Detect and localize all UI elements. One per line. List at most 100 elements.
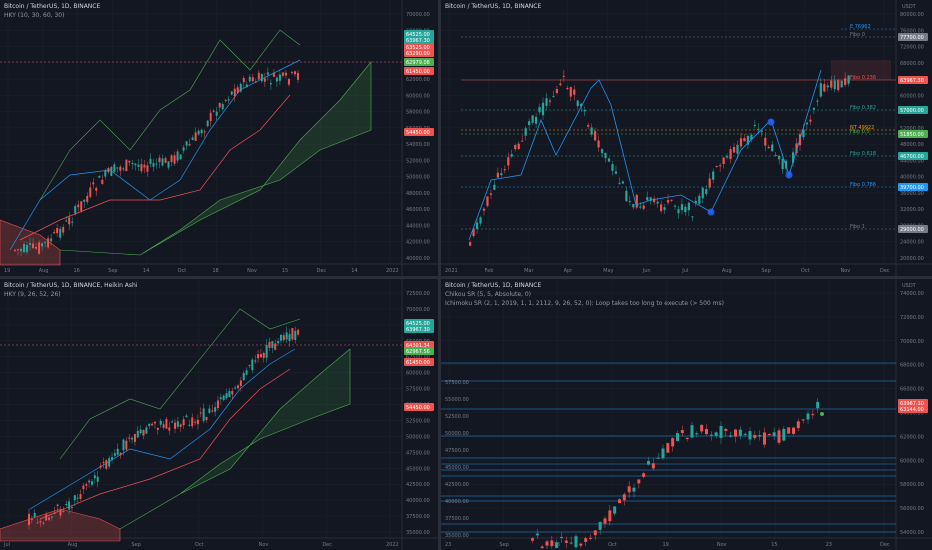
x-axis-label: Jun [642, 268, 651, 274]
candle-body [96, 476, 99, 482]
price-tag: 54450.00 [404, 403, 434, 411]
candle-body [628, 201, 631, 203]
indicator-label[interactable]: HKY (9, 26, 52, 26) [4, 291, 61, 298]
candle-body [215, 111, 218, 116]
symbol-title[interactable]: Bitcoin / TetherUS, 1D, BINANCE [445, 3, 542, 10]
candle-body [227, 99, 230, 101]
pane-divider-vertical[interactable] [438, 0, 441, 550]
left-axis-label: 50000.00 [445, 431, 469, 437]
candle-body [580, 103, 583, 107]
x-axis-label: Nov [247, 268, 257, 274]
chart-canvas[interactable]: 74000.00 72000.00 70000.00 68000.00 66000.00… [441, 279, 932, 550]
candle-body [782, 428, 786, 441]
unit-label: USDT [902, 4, 917, 10]
y-axis-label: 70000.00 [900, 339, 924, 345]
candle-body [164, 158, 167, 163]
chart-canvas[interactable]: 70000.0068000.0066000.0064000.0062000.00… [0, 0, 438, 276]
svg-text:57000.00: 57000.00 [900, 108, 924, 114]
svg-text:54450.00: 54450.00 [406, 405, 430, 411]
price-tag: 57000.00 [898, 106, 928, 114]
candle-body [148, 423, 151, 427]
price-tag: 61450.00 [404, 67, 434, 75]
price-tag: 61450.00 [404, 358, 434, 366]
tenkan-line [9, 59, 301, 251]
candle-body [152, 163, 155, 167]
symbol-title[interactable]: Bitcoin / TetherUS, 1D, BINANCE, Heikin … [4, 282, 138, 289]
candle-body [265, 344, 268, 358]
candle-body [139, 429, 142, 433]
svg-text:64525.00: 64525.00 [406, 321, 430, 327]
candle-body [772, 432, 776, 437]
candle-body [639, 206, 642, 208]
candle-body [20, 248, 23, 252]
indicator-label[interactable]: HKY (10, 30, 60, 30) [4, 12, 65, 19]
chart-canvas[interactable]: 72500.0070000.0067500.0065000.0062500.00… [0, 279, 438, 550]
candle-body [82, 485, 85, 490]
candle-body [278, 74, 281, 81]
y-axis-label: 60000.00 [406, 93, 430, 99]
candle-body [680, 204, 684, 211]
chart-pane-top-right[interactable]: 80000.0076000.0072000.0068000.0064000.00… [441, 0, 932, 276]
candle-body [128, 160, 131, 163]
pane-divider-horizontal[interactable] [0, 276, 932, 279]
candle-body [579, 543, 583, 546]
chart-legend: Bitcoin / TetherUS, 1D, BINANCE, Heikin … [4, 281, 138, 299]
symbol-title[interactable]: Bitcoin / TetherUS, 1D, BINANCE [4, 3, 101, 10]
candle-body [748, 431, 752, 440]
fib-level: E 76962 [841, 24, 896, 30]
y-axis-label: 54000.00 [406, 142, 430, 148]
candle-body [79, 494, 82, 499]
candle-body [228, 391, 231, 397]
price-tag: 63290.00 [404, 49, 434, 57]
candle-body [71, 221, 74, 223]
candle-body [801, 419, 805, 421]
symbol-title[interactable]: Bitcoin / TetherUS, 1D, BINANCE [445, 282, 542, 289]
x-axis-label: Sep [131, 542, 140, 548]
candle-body [245, 84, 248, 88]
svg-text:Fibo 0: Fibo 0 [850, 32, 865, 38]
x-axis-label: Sep [761, 268, 770, 274]
candle-body [206, 120, 209, 127]
price-tag: 29000.00 [898, 225, 928, 233]
candle-body [41, 243, 44, 247]
candle-body [196, 419, 199, 425]
candle-body [233, 88, 236, 97]
candle-body [677, 209, 680, 214]
candle-body [760, 131, 763, 133]
chart-legend: Bitcoin / TetherUS, 1D, BINANCE HKY (10,… [4, 2, 100, 20]
indicator-label[interactable]: Ichimoku SR (2, 1, 2019, 1, 1, 2112, 9, … [445, 300, 724, 307]
candle-body [847, 75, 850, 84]
fib-level: Fibo 0.382 [461, 105, 896, 111]
y-axis-label: 57500.00 [406, 387, 430, 393]
left-axis-label: 55000.00 [445, 397, 469, 403]
fib-level: Fibo 1 [461, 224, 896, 230]
svg-text:39700.00: 39700.00 [900, 185, 924, 191]
candle-body [146, 165, 149, 172]
candle-body [676, 433, 679, 441]
candle-body [116, 448, 119, 455]
candle-body [627, 486, 631, 493]
candle-body [68, 501, 71, 510]
candle-body [796, 421, 800, 429]
y-axis-label: 48000.00 [406, 191, 430, 197]
chart-pane-bottom-right[interactable]: 74000.00 72000.00 70000.00 68000.00 66000.00… [441, 279, 932, 550]
y-axis-label: 62000.00 [406, 77, 430, 83]
candle-body [85, 484, 88, 486]
candle-body [608, 510, 612, 522]
candle-body [47, 238, 50, 248]
svg-text:Fibo 0.618: Fibo 0.618 [850, 151, 876, 157]
candle-body [188, 424, 191, 426]
candle-body [535, 533, 539, 536]
indicator-label[interactable]: Chikou SR (5, 5, Absolute, 0) [445, 291, 531, 298]
chart-pane-bottom-left[interactable]: 72500.0070000.0067500.0065000.0062500.00… [0, 279, 438, 550]
svg-text:29000.00: 29000.00 [900, 227, 924, 233]
x-axis-label: Aug [722, 268, 732, 274]
candle-body [625, 190, 628, 202]
candle-body [294, 330, 297, 340]
chart-pane-top-left[interactable]: 70000.0068000.0066000.0064000.0062000.00… [0, 0, 438, 276]
chart-canvas[interactable]: 80000.0076000.0072000.0068000.0064000.00… [441, 0, 932, 276]
y-axis-label: 24000.00 [900, 240, 924, 246]
unit-label: USDT [902, 283, 917, 289]
x-axis-label: 16 [73, 268, 79, 274]
candle-body [743, 433, 747, 435]
